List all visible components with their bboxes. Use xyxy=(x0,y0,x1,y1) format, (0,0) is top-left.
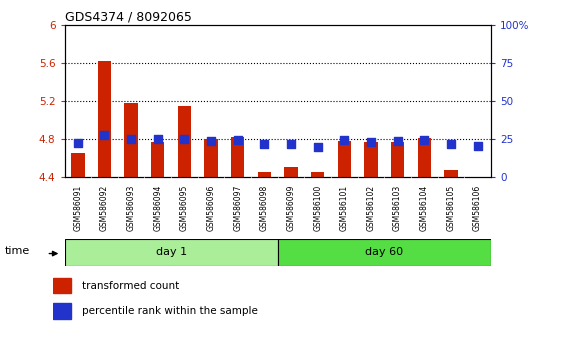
Text: GSM586100: GSM586100 xyxy=(313,185,322,231)
Text: GSM586091: GSM586091 xyxy=(73,185,82,231)
Text: GSM586096: GSM586096 xyxy=(206,185,215,231)
Text: GSM586098: GSM586098 xyxy=(260,185,269,231)
Bar xyxy=(417,138,431,177)
Point xyxy=(206,138,215,144)
Text: GSM586095: GSM586095 xyxy=(180,185,189,231)
Point xyxy=(73,140,82,145)
Bar xyxy=(178,105,191,177)
Bar xyxy=(471,177,484,180)
Point xyxy=(393,138,402,144)
Bar xyxy=(338,141,351,177)
Text: GSM586097: GSM586097 xyxy=(233,185,242,231)
Text: GDS4374 / 8092065: GDS4374 / 8092065 xyxy=(65,10,191,23)
Bar xyxy=(444,170,458,177)
Point xyxy=(473,143,482,148)
Bar xyxy=(257,172,271,177)
Point xyxy=(153,136,162,142)
Point xyxy=(287,141,296,147)
Text: day 60: day 60 xyxy=(365,247,403,257)
Text: GSM586093: GSM586093 xyxy=(127,185,136,231)
Text: GSM586092: GSM586092 xyxy=(100,185,109,231)
Bar xyxy=(151,142,164,177)
Point xyxy=(127,136,136,142)
Text: GSM586099: GSM586099 xyxy=(287,185,296,231)
Text: time: time xyxy=(5,246,30,256)
Point xyxy=(180,136,189,142)
Text: percentile rank within the sample: percentile rank within the sample xyxy=(82,306,257,316)
Bar xyxy=(231,137,245,177)
Text: GSM586094: GSM586094 xyxy=(153,185,162,231)
Bar xyxy=(311,172,324,177)
Point xyxy=(313,144,322,149)
Bar xyxy=(364,142,378,177)
Bar xyxy=(391,142,404,177)
Text: GSM586103: GSM586103 xyxy=(393,185,402,231)
Point xyxy=(340,137,349,143)
Point xyxy=(100,132,109,138)
Bar xyxy=(204,139,218,177)
Text: GSM586102: GSM586102 xyxy=(366,185,375,231)
Point xyxy=(233,137,242,143)
Bar xyxy=(284,167,298,177)
Text: transformed count: transformed count xyxy=(82,281,179,291)
Point xyxy=(420,137,429,143)
Point xyxy=(447,141,456,147)
Text: GSM586101: GSM586101 xyxy=(340,185,349,231)
Bar xyxy=(125,103,138,177)
FancyBboxPatch shape xyxy=(65,239,278,266)
FancyBboxPatch shape xyxy=(278,239,491,266)
Text: GSM586105: GSM586105 xyxy=(447,185,456,231)
Point xyxy=(260,141,269,147)
Bar xyxy=(98,61,111,177)
Bar xyxy=(71,153,85,177)
Bar xyxy=(53,278,71,293)
Text: GSM586104: GSM586104 xyxy=(420,185,429,231)
Text: day 1: day 1 xyxy=(155,247,187,257)
Bar xyxy=(53,303,71,319)
Text: GSM586106: GSM586106 xyxy=(473,185,482,231)
Point xyxy=(366,139,375,145)
